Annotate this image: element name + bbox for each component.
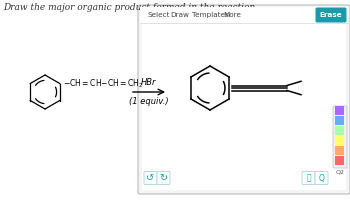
FancyBboxPatch shape [315,172,328,185]
Text: (1 equiv.): (1 equiv.) [129,97,169,106]
Text: ↺: ↺ [146,173,155,183]
Bar [335,116,344,125]
FancyBboxPatch shape [138,5,350,194]
FancyBboxPatch shape [144,172,157,185]
Text: Erase: Erase [320,12,342,18]
Text: Templates: Templates [192,12,229,18]
Text: $\mathsf{-CH{=}CH{-}CH{=}CH_2}$: $\mathsf{-CH{=}CH{-}CH{=}CH_2}$ [63,77,144,90]
Text: Q: Q [318,173,324,182]
FancyBboxPatch shape [142,9,346,190]
Bar [335,136,344,145]
Text: Draw the major organic product formed in the reaction.: Draw the major organic product formed in… [3,3,258,12]
Bar [335,106,344,115]
Text: More: More [223,12,241,18]
FancyBboxPatch shape [157,172,170,185]
FancyBboxPatch shape [302,172,315,185]
Text: Q2: Q2 [336,170,344,175]
FancyBboxPatch shape [315,8,346,22]
Text: Select: Select [148,12,170,18]
Bar [335,146,344,155]
Text: 🔍: 🔍 [306,173,311,182]
Bar [335,126,344,135]
Text: Draw: Draw [170,12,189,18]
Bar [140,7,348,23]
Bar [335,156,344,165]
Text: HBr: HBr [141,78,157,87]
Text: ↻: ↻ [160,173,168,183]
FancyBboxPatch shape [333,106,347,168]
